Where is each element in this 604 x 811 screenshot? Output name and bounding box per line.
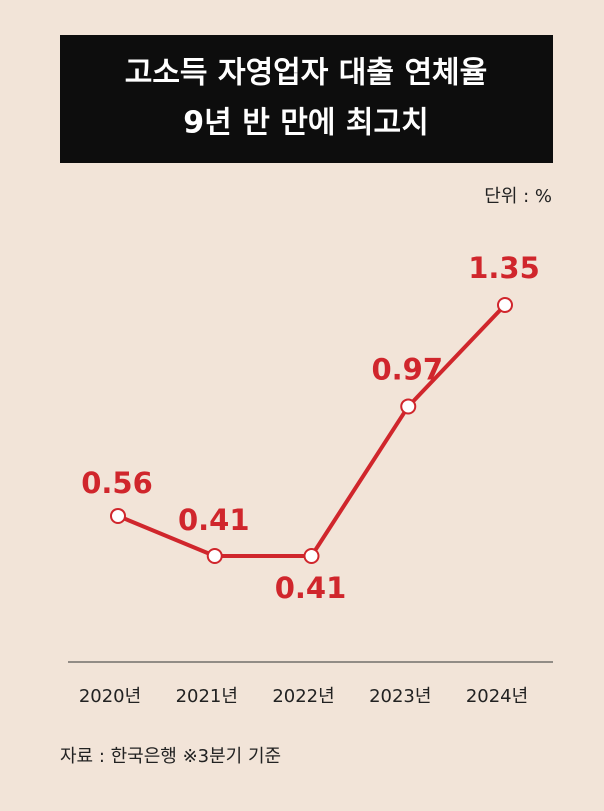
point [110,507,126,524]
value-label: 0.56 [81,466,153,500]
point [400,398,417,415]
x-tick-label: 2023년 [369,686,431,707]
source: 자료 : 한국은행 ※3분기 기준 [60,746,281,767]
value-label: 0.41 [275,571,347,605]
title-box [60,35,553,163]
x-tick-label: 2021년 [176,686,238,707]
point [303,548,320,564]
x-tick-label: 2024년 [466,686,528,707]
point [206,548,223,564]
value-label: 0.41 [178,503,250,537]
x-tick-label: 2022년 [272,686,334,707]
chart-title: 9년 반 만에 최고치 [183,106,428,141]
value-label: 0.97 [371,352,443,386]
x-tick-label: 2020년 [79,686,141,707]
chart-title: 고소득 자영업자 대출 연체율 [125,56,488,91]
unit-label: 단위 : % [484,186,552,207]
value-label: 1.35 [468,251,540,285]
point [497,297,513,313]
